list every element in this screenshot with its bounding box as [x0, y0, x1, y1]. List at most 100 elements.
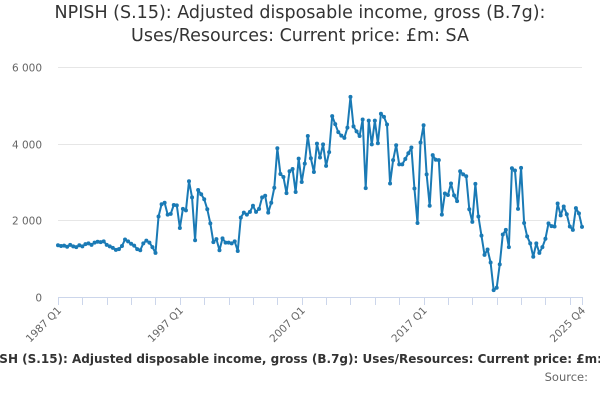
data-point[interactable] — [433, 157, 438, 162]
data-point[interactable] — [528, 241, 533, 246]
data-point[interactable] — [250, 203, 255, 208]
data-point[interactable] — [391, 158, 396, 163]
data-point[interactable] — [272, 185, 277, 190]
data-point[interactable] — [333, 122, 338, 127]
data-point[interactable] — [92, 240, 97, 245]
data-point[interactable] — [388, 181, 393, 186]
data-point[interactable] — [266, 210, 271, 215]
data-point[interactable] — [506, 245, 511, 250]
data-point[interactable] — [452, 193, 457, 198]
data-point[interactable] — [348, 94, 353, 99]
data-point[interactable] — [232, 239, 237, 244]
data-point[interactable] — [360, 117, 365, 122]
data-point[interactable] — [281, 175, 286, 180]
data-point[interactable] — [351, 124, 356, 129]
data-point[interactable] — [342, 135, 347, 140]
data-point[interactable] — [406, 151, 411, 156]
data-point[interactable] — [321, 142, 326, 147]
data-point[interactable] — [98, 240, 103, 245]
data-point[interactable] — [485, 247, 490, 252]
data-point[interactable] — [235, 249, 240, 253]
data-point[interactable] — [123, 237, 128, 242]
data-point[interactable] — [80, 244, 85, 249]
data-point[interactable] — [135, 247, 140, 252]
data-point[interactable] — [318, 155, 322, 160]
data-point[interactable] — [287, 169, 292, 174]
data-point[interactable] — [537, 250, 542, 255]
data-point[interactable] — [113, 247, 118, 252]
data-point[interactable] — [141, 241, 146, 246]
data-point[interactable] — [564, 212, 569, 217]
data-point[interactable] — [254, 209, 259, 214]
series-line[interactable] — [57, 95, 583, 292]
data-point[interactable] — [101, 239, 106, 244]
data-point[interactable] — [378, 111, 383, 116]
data-point[interactable] — [144, 238, 149, 243]
data-point[interactable] — [183, 208, 188, 213]
data-point[interactable] — [421, 123, 426, 128]
data-point[interactable] — [430, 153, 435, 158]
data-point[interactable] — [311, 170, 316, 175]
data-point[interactable] — [59, 244, 64, 249]
data-point[interactable] — [372, 118, 377, 123]
data-point[interactable] — [116, 247, 121, 252]
data-point[interactable] — [56, 243, 60, 248]
data-point[interactable] — [567, 224, 572, 229]
data-point[interactable] — [187, 179, 191, 184]
data-point[interactable] — [534, 241, 539, 246]
data-point[interactable] — [516, 206, 521, 211]
data-point[interactable] — [177, 226, 182, 230]
data-point[interactable] — [336, 130, 341, 135]
data-point[interactable] — [65, 244, 70, 249]
data-point[interactable] — [229, 241, 234, 246]
data-point[interactable] — [324, 163, 329, 168]
data-point[interactable] — [558, 213, 563, 218]
data-point[interactable] — [436, 158, 441, 163]
data-point[interactable] — [543, 236, 548, 241]
data-point[interactable] — [330, 114, 335, 119]
data-point[interactable] — [482, 252, 487, 257]
legend[interactable]: NPISH (S.15): Adjusted disposable income… — [0, 352, 600, 370]
data-point[interactable] — [190, 195, 195, 200]
data-point[interactable] — [129, 241, 134, 246]
data-point[interactable] — [497, 262, 502, 267]
data-point[interactable] — [345, 125, 350, 130]
data-point[interactable] — [86, 241, 91, 246]
data-point[interactable] — [403, 157, 408, 161]
data-point[interactable] — [162, 200, 167, 205]
data-point[interactable] — [546, 221, 551, 226]
data-point[interactable] — [494, 285, 499, 290]
data-point[interactable] — [83, 242, 88, 247]
data-point[interactable] — [363, 186, 368, 191]
data-point[interactable] — [257, 206, 262, 211]
data-point[interactable] — [555, 201, 560, 206]
data-point[interactable] — [269, 200, 274, 205]
data-point[interactable] — [519, 165, 524, 170]
data-point[interactable] — [525, 234, 530, 239]
data-point[interactable] — [488, 260, 493, 265]
data-point[interactable] — [357, 134, 362, 138]
data-point[interactable] — [199, 192, 204, 197]
data-point[interactable] — [522, 221, 527, 226]
data-point[interactable] — [470, 219, 475, 224]
data-point[interactable] — [110, 245, 115, 250]
data-point[interactable] — [159, 202, 164, 207]
data-point[interactable] — [196, 188, 201, 193]
data-point[interactable] — [126, 239, 131, 244]
data-point[interactable] — [211, 240, 216, 245]
data-point[interactable] — [290, 166, 295, 171]
data-point[interactable] — [473, 181, 478, 186]
data-point[interactable] — [467, 207, 472, 212]
legend-item-label[interactable]: NPISH (S.15): Adjusted disposable income… — [0, 352, 600, 366]
data-point[interactable] — [415, 221, 420, 226]
data-point[interactable] — [400, 162, 405, 167]
data-point[interactable] — [573, 206, 578, 211]
data-point[interactable] — [165, 212, 170, 217]
data-point[interactable] — [244, 212, 249, 217]
data-point[interactable] — [394, 143, 399, 148]
data-point[interactable] — [561, 204, 566, 209]
data-point[interactable] — [107, 244, 112, 249]
data-point[interactable] — [247, 209, 252, 214]
data-point[interactable] — [375, 141, 380, 146]
data-point[interactable] — [293, 189, 298, 194]
